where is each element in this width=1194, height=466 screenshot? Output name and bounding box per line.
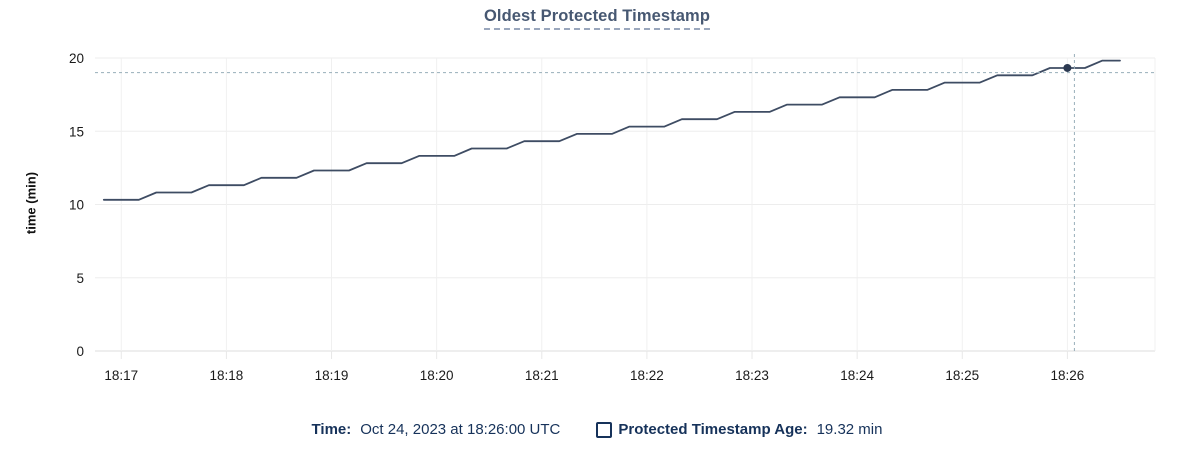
series-checkbox[interactable] bbox=[596, 422, 613, 438]
x-tick-label: 18:23 bbox=[735, 368, 769, 383]
x-tick-label: 18:21 bbox=[525, 368, 559, 383]
series-line[interactable] bbox=[102, 59, 1121, 201]
y-tick-label: 5 bbox=[76, 271, 84, 286]
y-tick-label: 0 bbox=[76, 344, 84, 359]
legend-time-value: Oct 24, 2023 at 18:26:00 UTC bbox=[360, 421, 561, 438]
x-tick-label: 18:22 bbox=[630, 368, 664, 383]
y-tick-label: 10 bbox=[69, 198, 84, 213]
x-tick-label: 18:19 bbox=[315, 368, 349, 383]
legend-series-value: 19.32 min bbox=[816, 421, 883, 438]
x-tick-label: 18:24 bbox=[840, 368, 874, 383]
hover-dot bbox=[1063, 63, 1072, 72]
x-tick-label: 18:17 bbox=[104, 368, 138, 383]
x-tick-label: 18:18 bbox=[210, 368, 244, 383]
x-tick-label: 18:20 bbox=[420, 368, 454, 383]
line-chart[interactable]: 0 5 10 15 20 18:17 18:18 18:19 18:20 18:21 18:22 18… bbox=[0, 0, 1194, 405]
legend-series-label[interactable]: Protected Timestamp Age: bbox=[618, 421, 808, 438]
y-tick-label: 15 bbox=[69, 124, 84, 139]
chart-title[interactable]: Oldest Protected Timestamp bbox=[483, 7, 711, 30]
hover-legend: Time: Oct 24, 2023 at 18:26:00 UTC Prote… bbox=[0, 420, 1194, 440]
x-tick-label: 18:25 bbox=[945, 368, 979, 383]
legend-time-label: Time: bbox=[311, 421, 352, 438]
x-tick-label: 18:26 bbox=[1050, 368, 1084, 383]
y-tick-label: 20 bbox=[69, 51, 84, 66]
